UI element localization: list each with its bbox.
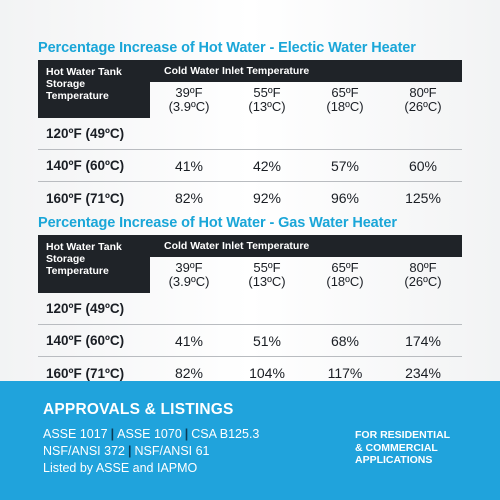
separator: | [184, 427, 189, 441]
electric-heater-section: Percentage Increase of Hot Water - Elect… [38, 38, 462, 214]
table-cell: 117% [327, 365, 363, 381]
table-body: 120ºF (49ºC) 140ºF (60ºC) 41% 51% 68% 17… [38, 293, 462, 389]
approvals-list: ASSE 1017 | ASSE 1070 | CSA B125.3 NSF/ANSI … [43, 426, 259, 477]
listing: NSF/ANSI 61 [134, 444, 210, 458]
table-cell: 41% [174, 157, 204, 174]
separator: | [110, 427, 115, 441]
column-header: 65ºF (18ºC) [326, 260, 364, 289]
table-cell: 68% [330, 332, 360, 349]
row-header-label: Hot Water Tank Storage Temperature [38, 235, 150, 293]
table-cell: 234% [405, 365, 441, 381]
table-cell: 60% [408, 157, 438, 174]
row-header-label: Hot Water Tank Storage Temperature [38, 60, 150, 118]
column-headers: 39ºF (3.9ºC) 55ºF (13ºC) 65ºF (18ºC) 80ºF (2… [150, 257, 462, 293]
column-header: 55ºF (13ºC) [248, 260, 286, 289]
approvals-line: ASSE 1017 | ASSE 1070 | CSA B125.3 [43, 426, 259, 443]
table-header: Hot Water Tank Storage Temperature Cold … [38, 235, 462, 293]
gas-heater-section: Percentage Increase of Hot Water - Gas W… [38, 213, 462, 389]
listing: CSA B125.3 [191, 427, 260, 441]
column-header: 65ºF (18ºC) [326, 85, 364, 114]
row-label: 120ºF (49ºC) [46, 126, 125, 141]
separator: | [127, 444, 132, 458]
table-row: 160ºF (71ºC) 82% 104% 117% 234% [38, 357, 462, 389]
approvals-title: APPROVALS & LISTINGS [43, 401, 234, 418]
table-cell: 82% [174, 365, 204, 381]
column-group-label: Cold Water Inlet Temperature [164, 65, 310, 77]
table-cell: 104% [249, 365, 285, 381]
approvals-line: Listed by ASSE and IAPMO [43, 461, 198, 475]
column-headers: 39ºF (3.9ºC) 55ºF (13ºC) 65ºF (18ºC) 80ºF (2… [150, 82, 462, 118]
listing: ASSE 1070 [117, 427, 182, 441]
table-row: 160ºF (71ºC) 82% 92% 96% 125% [38, 182, 462, 214]
table-cell: 82% [174, 190, 204, 206]
table-body: 120ºF (49ºC) 140ºF (60ºC) 41% 42% 57% 60… [38, 118, 462, 214]
approvals-banner: APPROVALS & LISTINGS ASSE 1017 | ASSE 1070… [0, 381, 500, 500]
table-row: 140ºF (60ºC) 41% 42% 57% 60% [38, 150, 462, 182]
column-header: 80ºF (26ºC) [404, 260, 442, 289]
row-label: 140ºF (60ºC) [46, 333, 125, 348]
table-cell: 125% [405, 190, 441, 206]
listing: ASSE 1017 [43, 427, 108, 441]
approvals-line: NSF/ANSI 372 | NSF/ANSI 61 [43, 443, 259, 460]
applications-label: FOR RESIDENTIAL & COMMERCIAL APPLICATION… [355, 429, 451, 466]
table-cell: 41% [174, 332, 204, 349]
table-row: 120ºF (49ºC) [38, 293, 462, 325]
column-header: 39ºF (3.9ºC) [168, 85, 210, 114]
row-label: 160ºF (71ºC) [46, 365, 125, 381]
row-label: 160ºF (71ºC) [46, 190, 125, 206]
listing: NSF/ANSI 372 [43, 444, 125, 458]
table-cell: 57% [330, 157, 360, 174]
column-header: 55ºF (13ºC) [248, 85, 286, 114]
table-cell: 92% [252, 190, 282, 206]
column-group-label: Cold Water Inlet Temperature [164, 240, 310, 252]
column-header: 39ºF (3.9ºC) [168, 260, 210, 289]
table-cell: 174% [405, 332, 441, 349]
table-row: 140ºF (60ºC) 41% 51% 68% 174% [38, 325, 462, 357]
table-header: Hot Water Tank Storage Temperature Cold … [38, 60, 462, 118]
table-cell: 42% [252, 157, 282, 174]
row-label: 120ºF (49ºC) [46, 301, 125, 316]
table-title: Percentage Increase of Hot Water - Elect… [38, 40, 416, 56]
table-title: Percentage Increase of Hot Water - Gas W… [38, 215, 397, 231]
table-cell: 51% [252, 332, 282, 349]
column-header: 80ºF (26ºC) [404, 85, 442, 114]
table-cell: 96% [330, 190, 360, 206]
table-row: 120ºF (49ºC) [38, 118, 462, 150]
row-label: 140ºF (60ºC) [46, 158, 125, 173]
